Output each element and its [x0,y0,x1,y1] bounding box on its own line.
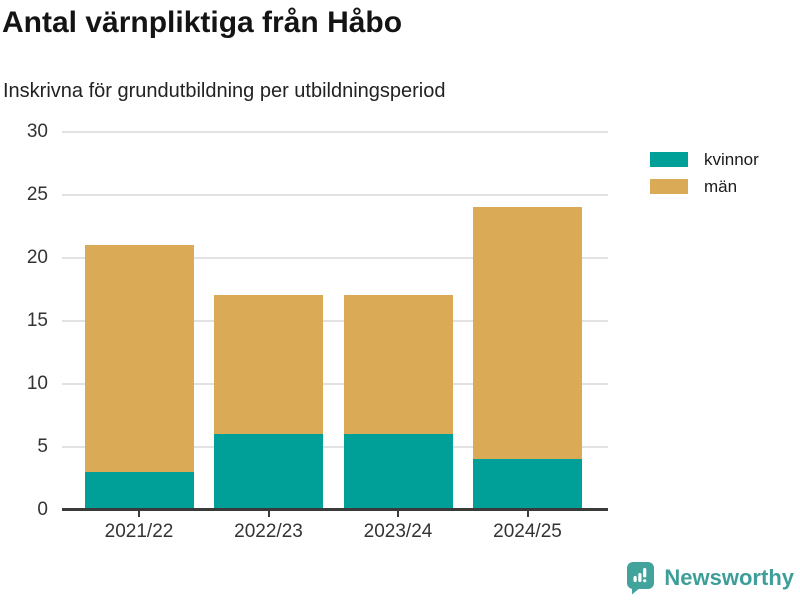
bar-2024/25-män [473,207,582,460]
chart-subtitle: Inskrivna för grundutbildning per utbild… [3,80,446,102]
y-axis-tick-label: 20 [26,246,48,268]
x-axis-category-label: 2021/22 [104,520,174,542]
y-axis-tick-label: 15 [26,309,48,331]
gridline-y-15 [62,319,608,322]
legend-item-män: män [650,173,759,200]
x-axis-tick [397,510,399,517]
x-axis-category-label: 2023/24 [363,520,433,542]
legend-label: kvinnor [704,149,759,169]
y-axis-tick-label: 25 [26,183,48,205]
gridline-y-25 [62,193,608,196]
chart-title: Antal värnpliktiga från Håbo [2,6,403,39]
bar-2023/24-kvinnor [343,433,453,510]
bar-2022/23-män [214,295,323,434]
bar-2021/22-män [84,244,194,472]
legend-swatch-män [650,179,688,194]
x-axis-tick [267,510,270,517]
x-axis-line [62,508,608,511]
legend: kvinnor män [650,146,759,200]
bar-2024/25-kvinnor [473,459,582,510]
x-axis-tick [526,510,529,517]
x-axis-tick [138,510,140,517]
gridline-y-10 [62,382,608,385]
gridline-y-20 [62,256,608,259]
legend-swatch-kvinnor [650,152,688,167]
brand-footer: Newsworthy [625,560,794,595]
brand-name: Newsworthy [664,564,794,590]
newsworthy-logo-icon [627,562,655,595]
gridline-y-30 [62,130,608,133]
x-axis-category-label: 2022/23 [234,520,303,542]
y-axis-tick-label: 30 [26,120,48,142]
x-axis-category-label: 2024/25 [493,520,562,542]
y-axis-tick-label: 0 [37,498,48,520]
legend-label: män [704,176,738,196]
y-axis-tick-label: 10 [26,372,48,394]
gridline-y-5 [62,445,608,448]
bar-2023/24-män [343,295,453,434]
bar-2021/22-kvinnor [84,471,194,510]
y-axis-tick-label: 5 [37,435,48,457]
legend-item-kvinnor: kvinnor [650,146,759,173]
bar-2022/23-kvinnor [214,433,323,510]
